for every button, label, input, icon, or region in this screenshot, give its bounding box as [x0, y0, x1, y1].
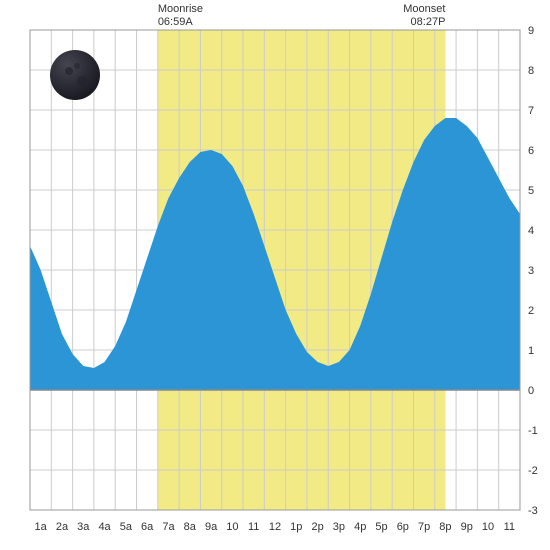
y-tick-label: 0 — [528, 385, 534, 397]
x-tick-label: 11 — [248, 521, 259, 533]
x-tick-label: 8p — [439, 521, 451, 533]
x-tick-label: 1p — [290, 521, 302, 533]
y-tick-label: 4 — [528, 225, 534, 237]
x-tick-label: 5p — [375, 521, 387, 533]
x-tick-label: 10 — [482, 521, 494, 533]
y-tick-label: 2 — [528, 305, 534, 317]
x-tick-label: 6a — [141, 521, 154, 533]
y-tick-label: 5 — [528, 185, 534, 197]
moonset-title: Moonset — [403, 3, 445, 15]
y-tick-label: 9 — [528, 25, 534, 37]
y-tick-label: 8 — [528, 65, 534, 77]
x-tick-label: 3p — [333, 521, 345, 533]
x-tick-label: 12 — [269, 521, 281, 533]
moon-icon — [50, 50, 100, 100]
y-tick-label: -3 — [528, 505, 538, 517]
x-tick-label: 9p — [461, 521, 473, 533]
y-tick-label: -1 — [528, 425, 538, 437]
x-tick-label: 11 — [504, 521, 515, 533]
chart-svg: -3-2-101234567891a2a3a4a5a6a7a8a9a101112… — [0, 0, 550, 550]
x-tick-label: 9a — [205, 521, 218, 533]
y-tick-label: 6 — [528, 145, 534, 157]
x-tick-label: 2a — [56, 521, 69, 533]
moonrise-time: 06:59A — [158, 16, 194, 28]
x-tick-label: 3a — [77, 521, 90, 533]
y-tick-label: 7 — [528, 105, 534, 117]
moonrise-title: Moonrise — [158, 3, 203, 15]
tide-chart: -3-2-101234567891a2a3a4a5a6a7a8a9a101112… — [0, 0, 550, 550]
y-tick-label: 1 — [528, 345, 534, 357]
x-tick-label: 4a — [98, 521, 111, 533]
x-tick-label: 5a — [120, 521, 133, 533]
y-tick-label: -2 — [528, 465, 538, 477]
y-tick-label: 3 — [528, 265, 534, 277]
x-tick-label: 2p — [311, 521, 323, 533]
x-tick-label: 7a — [162, 521, 175, 533]
x-tick-label: 1a — [35, 521, 48, 533]
x-tick-label: 8a — [184, 521, 197, 533]
x-tick-label: 4p — [354, 521, 366, 533]
x-tick-label: 7p — [418, 521, 430, 533]
moonset-time: 08:27P — [411, 16, 446, 28]
x-tick-label: 10 — [226, 521, 238, 533]
x-tick-label: 6p — [397, 521, 409, 533]
